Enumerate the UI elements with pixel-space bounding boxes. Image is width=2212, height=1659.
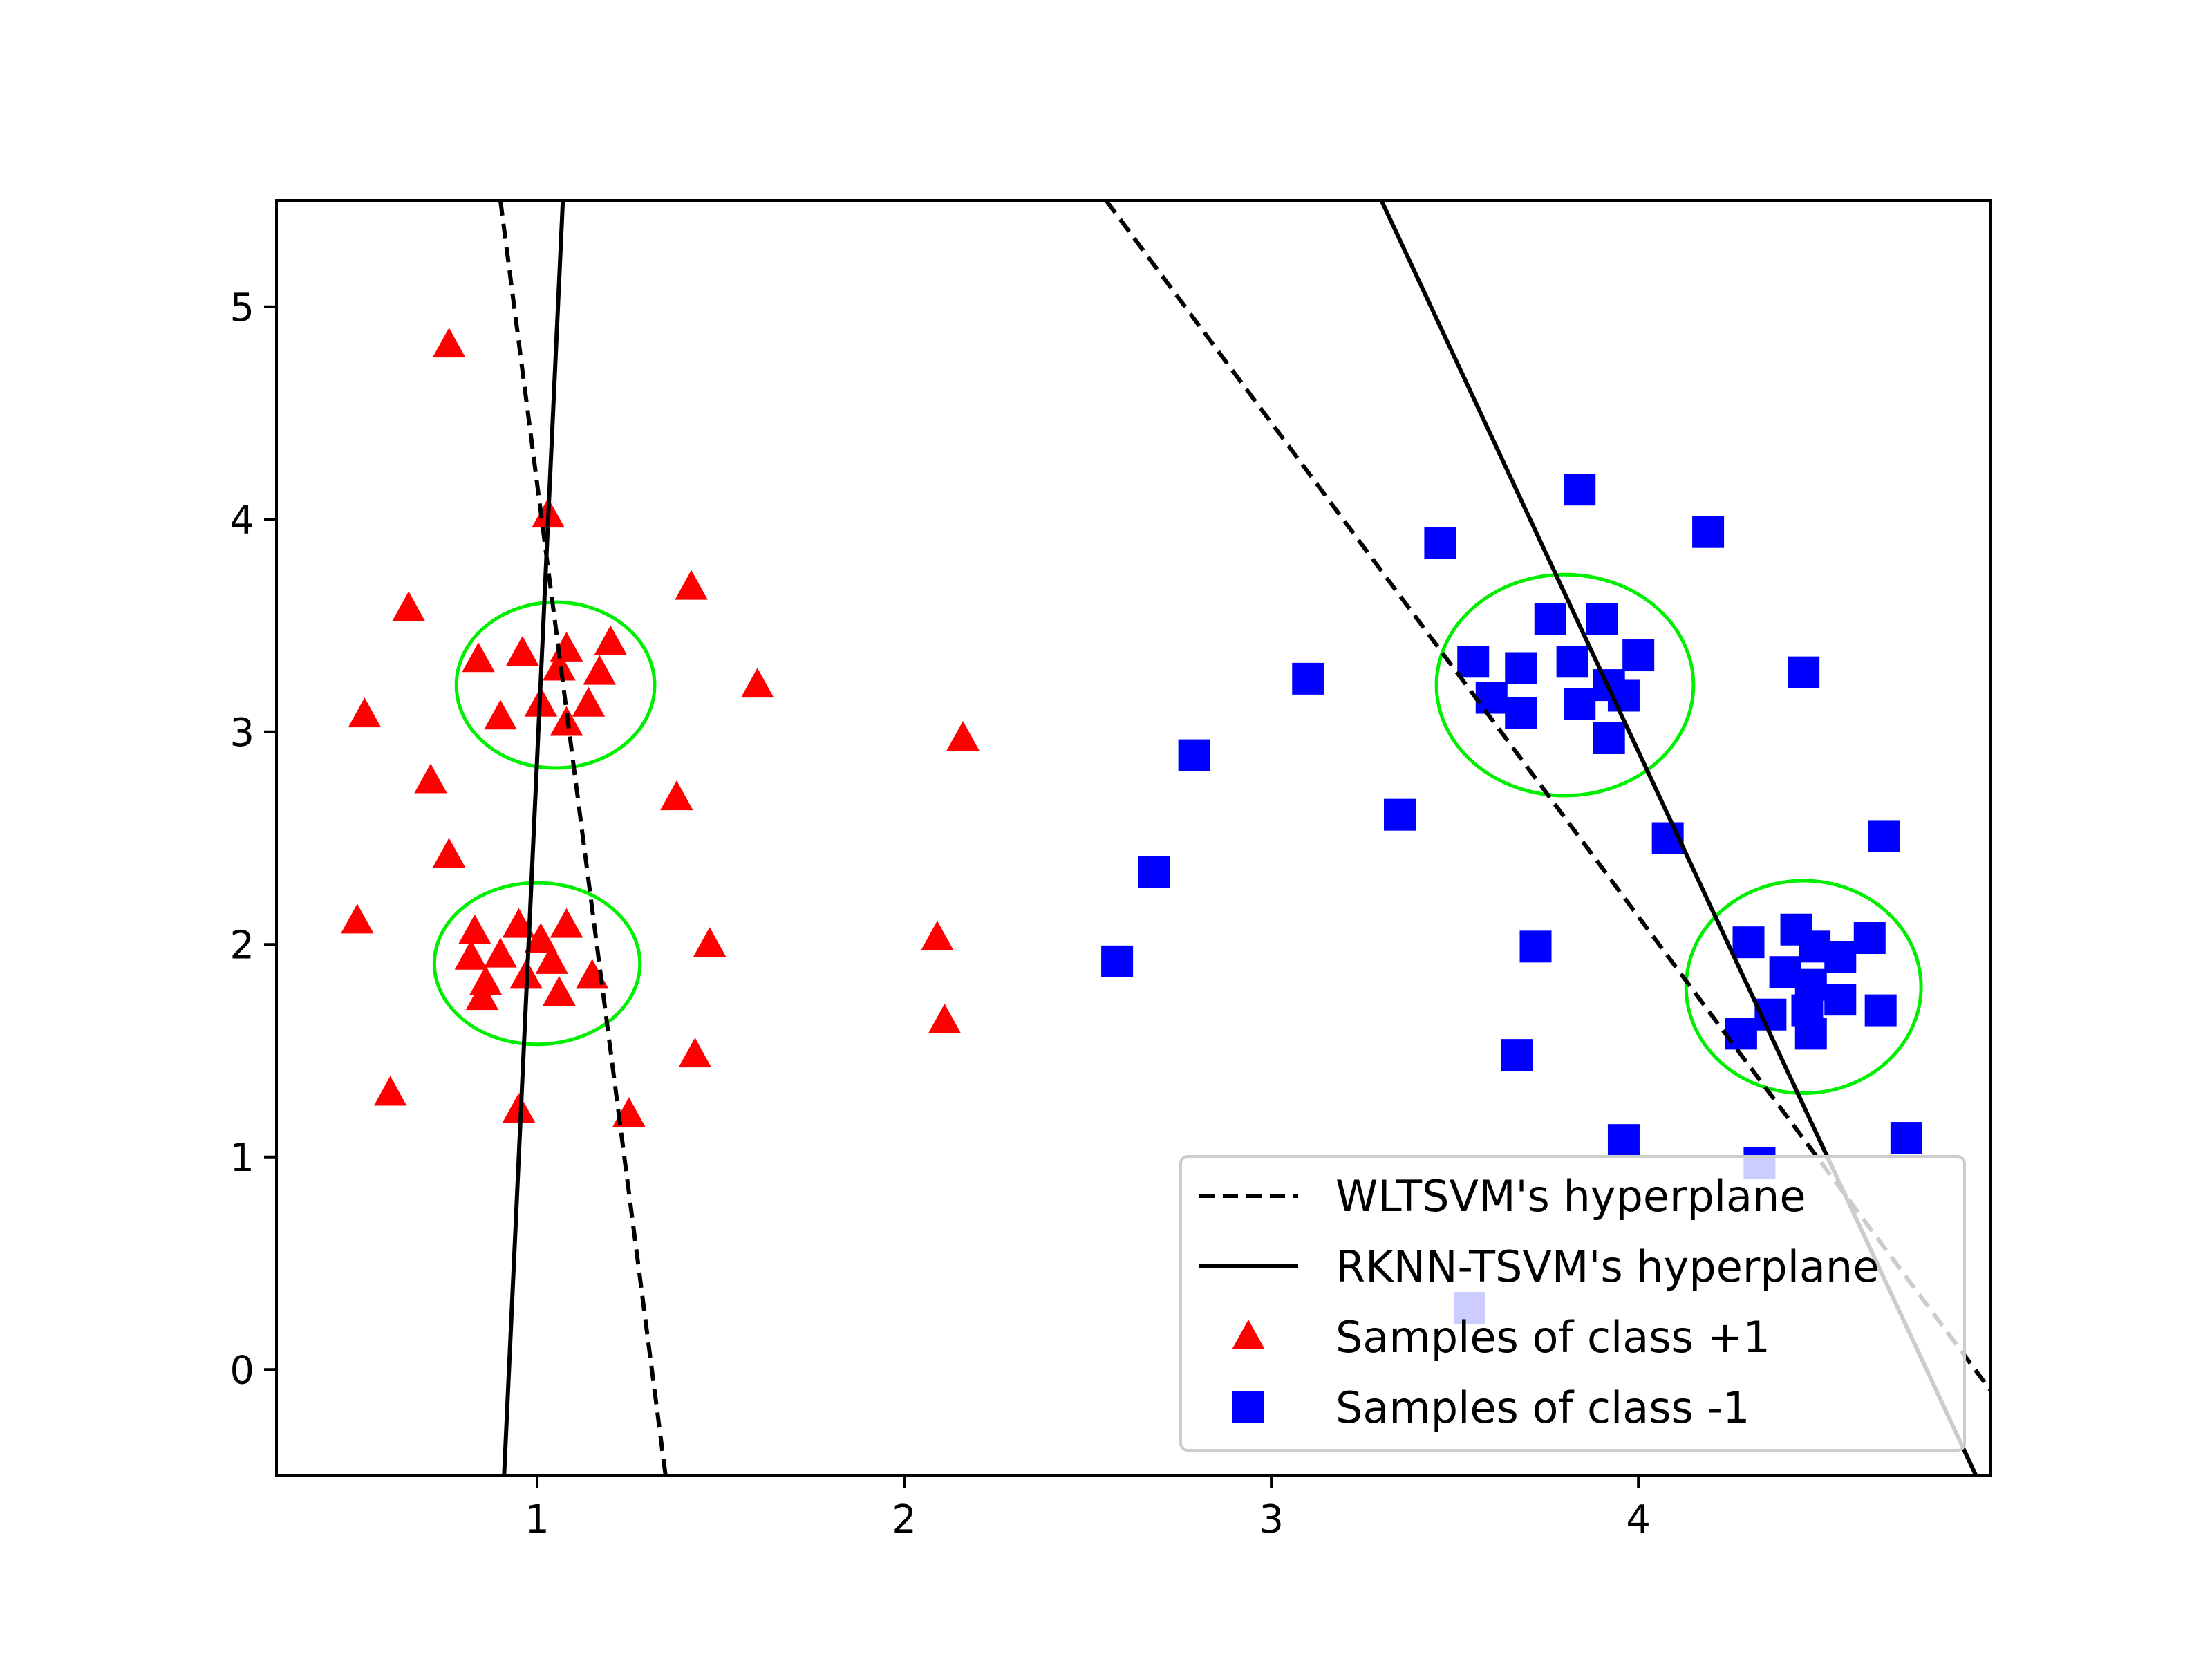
cluster-highlight-ellipse xyxy=(1684,879,1923,1095)
class-minus1-point xyxy=(1868,820,1900,852)
class-plus1-point xyxy=(921,921,954,951)
class-plus1-point xyxy=(502,908,536,938)
class-plus1-point xyxy=(524,923,558,953)
class-minus1-point xyxy=(1564,474,1596,506)
axes: 1 2 3 4 0 1 2 3 4 5 xyxy=(229,285,1651,1542)
class-plus1-point xyxy=(484,700,517,730)
class-minus1-point xyxy=(1424,527,1456,559)
class-plus1-point xyxy=(484,937,517,968)
class-plus1-point xyxy=(432,838,466,868)
class-minus1-point xyxy=(1824,984,1857,1016)
class-minus1-point xyxy=(1788,656,1820,688)
legend-label: RKNN-TSVM's hyperplane xyxy=(1335,1241,1879,1292)
class-plus1-point xyxy=(543,975,576,1006)
class-minus1-point xyxy=(1692,516,1725,548)
legend-label: WLTSVM's hyperplane xyxy=(1335,1171,1806,1221)
class-plus1-point xyxy=(693,927,727,957)
cluster-highlight-ellipse xyxy=(454,600,657,770)
class-minus1-point xyxy=(1593,722,1625,754)
class-plus1-point xyxy=(572,686,606,717)
class-minus1-point xyxy=(1534,603,1566,635)
class-plus1-point xyxy=(594,625,628,655)
class-minus1-point xyxy=(1622,639,1655,672)
wltsvm-hyperplane-line xyxy=(498,200,668,1476)
class-minus1-point xyxy=(1475,682,1508,714)
class-plus1-point xyxy=(432,328,466,358)
class-minus1-point xyxy=(1853,922,1886,955)
y-tick-label: 1 xyxy=(229,1136,254,1181)
class-minus1-point xyxy=(1384,798,1416,831)
class-plus1-point xyxy=(583,655,617,685)
class-minus1-point xyxy=(1556,646,1588,678)
class-minus1-point xyxy=(1138,856,1170,888)
class-plus1-point xyxy=(414,763,447,794)
class-plus1-point xyxy=(928,1003,962,1033)
y-tick-label: 2 xyxy=(229,923,254,968)
class-minus1-point xyxy=(1794,1018,1827,1050)
y-tick-label: 5 xyxy=(229,285,254,330)
class-minus1-point xyxy=(1725,1018,1757,1050)
y-tick-label: 4 xyxy=(229,498,254,543)
class-minus1-point xyxy=(1864,994,1897,1027)
class-plus1-point xyxy=(543,650,576,681)
class-plus1-point xyxy=(348,697,382,728)
class-minus1-point xyxy=(1890,1122,1922,1154)
class-minus1-point xyxy=(1607,1124,1640,1156)
class-minus1-point xyxy=(1732,926,1765,959)
class-minus1-point xyxy=(1178,739,1210,771)
legend-triangle-swatch xyxy=(1232,1320,1265,1349)
plot-frame xyxy=(275,199,1992,1477)
class-plus1-point xyxy=(535,944,569,974)
class-minus1-point xyxy=(1501,1039,1533,1071)
x-tick-label: 3 xyxy=(1259,1497,1284,1542)
x-tick-label: 4 xyxy=(1626,1497,1651,1542)
class-plus1-point xyxy=(458,914,491,944)
y-tick-label: 3 xyxy=(229,711,254,756)
plot-area xyxy=(341,200,1991,1476)
class-plus1-point xyxy=(462,642,495,673)
class-minus1-point xyxy=(1505,697,1537,729)
class-minus1-point xyxy=(1292,662,1324,695)
class-plus1-point xyxy=(506,635,539,666)
cluster-highlight-ellipse xyxy=(1434,572,1696,798)
class-minus1-point xyxy=(1101,945,1134,977)
class-plus1-point xyxy=(946,720,980,751)
legend: WLTSVM's hyperplane RKNN-TSVM's hyperplan… xyxy=(1179,1155,1966,1452)
rknn-tsvm-hyperplane-line xyxy=(502,200,565,1476)
cluster-highlight-ellipse xyxy=(432,881,642,1047)
class-minus1-point xyxy=(1457,646,1490,678)
class-plus1-point xyxy=(502,1093,536,1123)
class-plus1-point xyxy=(392,591,425,621)
x-tick-label: 2 xyxy=(892,1497,917,1542)
class-plus1-point xyxy=(675,570,708,600)
class-minus1-point xyxy=(1519,930,1552,963)
class-plus1-point xyxy=(465,980,499,1011)
class-plus1-point xyxy=(454,939,488,970)
plot-content xyxy=(341,200,1991,1476)
y-tick-label: 0 xyxy=(229,1348,254,1393)
class-plus1-point xyxy=(373,1076,407,1106)
class-plus1-point xyxy=(550,908,583,938)
class-minus1-point xyxy=(1505,652,1537,684)
class-plus1-point xyxy=(469,965,503,995)
x-tick-label: 1 xyxy=(525,1497,550,1542)
class-plus1-point xyxy=(740,668,774,698)
class-minus1-point xyxy=(1586,603,1618,635)
class-minus1-point xyxy=(1564,688,1596,720)
legend-frame xyxy=(1179,1155,1966,1452)
legend-label: Samples of class +1 xyxy=(1335,1312,1770,1362)
legend-square-swatch xyxy=(1232,1391,1264,1423)
legend-label: Samples of class -1 xyxy=(1335,1382,1750,1433)
class-plus1-point xyxy=(678,1038,712,1068)
class-minus1-point xyxy=(1824,941,1857,973)
class-plus1-point xyxy=(341,903,374,934)
class-plus1-point xyxy=(660,780,693,811)
